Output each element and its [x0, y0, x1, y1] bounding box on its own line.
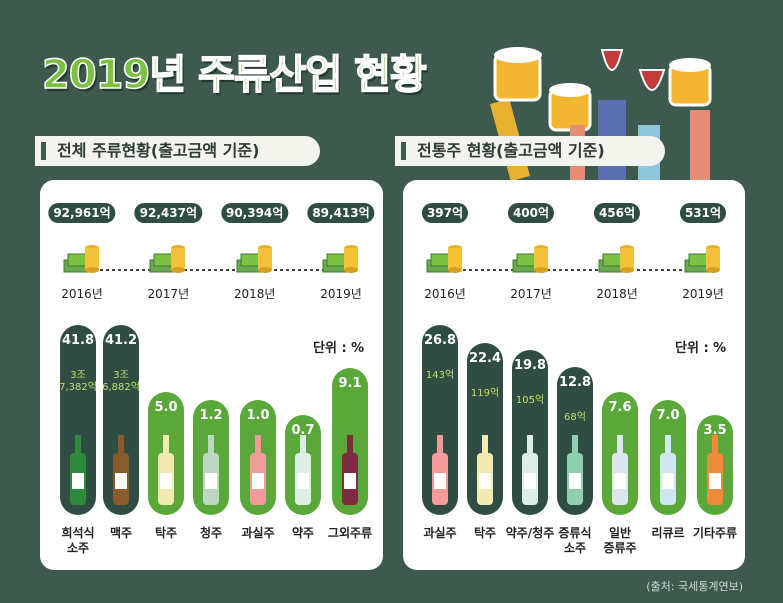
money-icon [322, 245, 358, 273]
source: (출처: 국세통계연보) [646, 580, 743, 593]
unit-label: 단위 : % [313, 341, 365, 356]
value-label: 7.6 [608, 400, 632, 415]
category-label: 희석식 소주 [61, 526, 95, 555]
category-label: 그외주류 [327, 526, 373, 540]
title: 2019년 주류산업 현황 [41, 51, 427, 99]
value-label: 22.4 [468, 351, 502, 366]
bottle-icon [342, 435, 358, 505]
panel-heading: 전통주 현황(출고금액 기준) [395, 136, 665, 166]
amount-badge: 92,961억 [48, 203, 116, 223]
category-label: 탁주 [154, 526, 178, 540]
amount-note: 119억 [470, 388, 500, 399]
value-label: 9.1 [338, 376, 362, 391]
amount-badge: 89,413억 [307, 203, 375, 223]
category-label: 일반 증류주 [603, 526, 637, 555]
bottle-icon [158, 435, 174, 505]
amount-badge: 456억 [593, 203, 641, 223]
bottle-icon [295, 435, 311, 505]
amount-note: 105억 [515, 395, 545, 406]
amount-badge: 531억 [679, 203, 727, 223]
amount-badge: 90,394억 [220, 203, 289, 223]
dotted-line [82, 269, 341, 271]
category-label: 과실주 [423, 526, 457, 540]
value-label: 41.2 [104, 333, 138, 348]
category-label: 기타주류 [692, 526, 738, 540]
money-icon [684, 245, 720, 273]
value-label: 19.8 [513, 358, 547, 373]
year-label: 2016년 [61, 287, 103, 301]
bottle-icon [70, 435, 86, 505]
category-label: 과실주 [241, 526, 275, 540]
dotted-line [445, 269, 703, 271]
amount-note: 3조 6,882억 [102, 370, 140, 393]
money-icon [426, 245, 462, 273]
value-label: 5.0 [154, 400, 178, 415]
category-label: 탁주 [473, 526, 497, 540]
year-label: 2017년 [147, 287, 190, 301]
value-label: 1.2 [199, 408, 223, 423]
year-label: 2016년 [424, 287, 466, 301]
year-label: 2019년 [320, 287, 362, 301]
money-icon [149, 245, 186, 273]
money-icon [63, 245, 99, 273]
value-label: 1.0 [246, 408, 270, 423]
category-label: 약주/청주 [505, 526, 555, 540]
bottle-icon [612, 435, 628, 505]
panel-heading: 전체 주류현황(출고금액 기준) [35, 136, 320, 166]
category-label: 청주 [199, 526, 223, 540]
amount-badge: 400억 [507, 203, 555, 223]
value-label: 7.0 [656, 408, 680, 423]
bottle-icon [567, 435, 583, 505]
amount-note: 68억 [564, 412, 586, 423]
amount-note: 3조 7,382억 [59, 370, 97, 393]
bottle-icon [113, 435, 129, 505]
amount-badge: 92,437억 [134, 203, 203, 223]
amount-badge: 397억 [421, 203, 469, 223]
bottle-icon [203, 435, 219, 505]
category-label: 약주 [291, 526, 315, 540]
year-label: 2019년 [682, 287, 724, 301]
money-icon [236, 245, 272, 273]
year-label: 2018년 [596, 287, 638, 301]
bottle-icon [477, 435, 493, 505]
year-label: 2018년 [233, 287, 276, 301]
bottle-icon [707, 435, 723, 505]
unit-label: 단위 : % [675, 341, 727, 356]
year-label: 2017년 [510, 287, 552, 301]
money-icon [598, 245, 634, 273]
money-icon [512, 245, 548, 273]
value-label: 3.5 [703, 423, 727, 438]
bottle-icon [522, 435, 538, 505]
category-label: 리큐르 [651, 526, 685, 540]
value-label: 26.8 [423, 333, 457, 348]
category-label: 증류식 소주 [558, 526, 592, 555]
bottle-icon [432, 435, 448, 505]
amount-note: 143억 [425, 370, 455, 381]
category-label: 맥주 [109, 526, 133, 540]
bottle-icon [250, 435, 266, 505]
value-label: 41.8 [61, 333, 95, 348]
value-label: 12.8 [558, 375, 592, 390]
bottle-icon [660, 435, 676, 505]
value-label: 0.7 [291, 423, 315, 438]
